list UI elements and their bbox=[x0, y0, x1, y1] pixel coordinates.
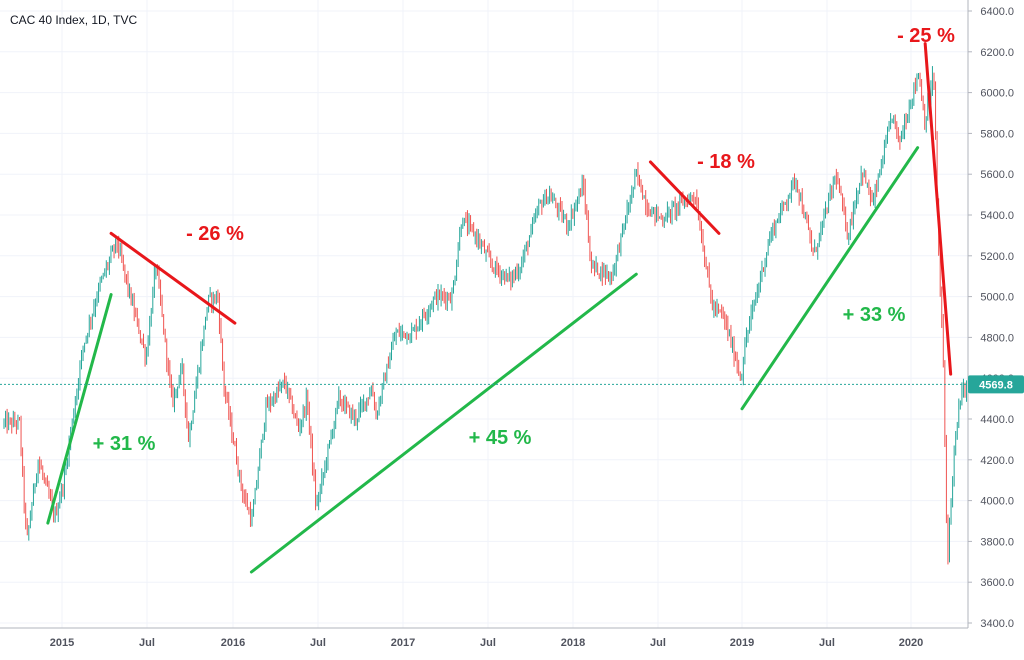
last-price-tag-label: 4569.8 bbox=[979, 379, 1013, 391]
trend-lines bbox=[46, 42, 953, 574]
y-tick-label: 6400.0 bbox=[980, 6, 1014, 18]
y-tick-label: 5400.0 bbox=[980, 210, 1014, 222]
price-axis[interactable]: 3400.03600.03800.04000.04200.04400.04600… bbox=[968, 6, 1014, 630]
annotation-label: + 45 % bbox=[469, 427, 532, 449]
x-tick-label: 2018 bbox=[561, 637, 585, 649]
x-tick-label: Jul bbox=[310, 637, 326, 649]
trend-line-down bbox=[648, 160, 721, 235]
last-price-tag-bg bbox=[968, 375, 1024, 394]
x-tick-label: 2019 bbox=[730, 637, 754, 649]
y-tick-label: 5800.0 bbox=[980, 128, 1014, 140]
annotations: + 31 % - 26 % + 45 % - 18 % + 33 % - 25 % bbox=[93, 25, 956, 455]
y-tick-label: 6200.0 bbox=[980, 47, 1014, 59]
x-tick-label: 2016 bbox=[221, 637, 245, 649]
y-tick-label: 4200.0 bbox=[980, 455, 1014, 467]
grid-lines bbox=[0, 0, 968, 628]
trend-line-up bbox=[740, 146, 920, 411]
trend-line-up bbox=[249, 272, 638, 574]
y-tick-label: 3400.0 bbox=[980, 618, 1014, 630]
annotation-label: - 25 % bbox=[897, 25, 955, 47]
trend-line-down bbox=[109, 231, 237, 325]
last-price-tag: 4569.8 bbox=[968, 375, 1024, 394]
x-tick-label: 2015 bbox=[50, 637, 74, 649]
y-tick-label: 5000.0 bbox=[980, 292, 1014, 304]
annotation-label: + 31 % bbox=[93, 433, 156, 455]
time-axis[interactable]: 2015 Jul 2016 Jul 2017 Jul 2018 Jul 2019 Jul 2020 bbox=[50, 637, 923, 649]
x-tick-label: Jul bbox=[650, 637, 666, 649]
y-tick-label: 3800.0 bbox=[980, 536, 1014, 548]
annotation-label: - 18 % bbox=[697, 151, 755, 173]
y-tick-label: 4000.0 bbox=[980, 496, 1014, 508]
x-tick-label: Jul bbox=[819, 637, 835, 649]
candles bbox=[3, 66, 968, 565]
y-tick-label: 4400.0 bbox=[980, 414, 1014, 426]
x-tick-label: 2020 bbox=[899, 637, 923, 649]
x-tick-label: Jul bbox=[139, 637, 155, 649]
chart-title: CAC 40 Index, 1D, TVC bbox=[10, 13, 138, 27]
x-tick-label: 2017 bbox=[391, 637, 415, 649]
annotation-label: - 26 % bbox=[186, 223, 244, 245]
y-tick-label: 4800.0 bbox=[980, 332, 1014, 344]
annotation-label: + 33 % bbox=[843, 304, 906, 326]
x-tick-label: Jul bbox=[480, 637, 496, 649]
trend-line-up bbox=[46, 293, 113, 525]
y-tick-label: 6000.0 bbox=[980, 88, 1014, 100]
y-tick-label: 5200.0 bbox=[980, 251, 1014, 263]
trend-line-down bbox=[923, 42, 953, 376]
y-tick-label: 3600.0 bbox=[980, 577, 1014, 589]
y-tick-label: 5600.0 bbox=[980, 169, 1014, 181]
